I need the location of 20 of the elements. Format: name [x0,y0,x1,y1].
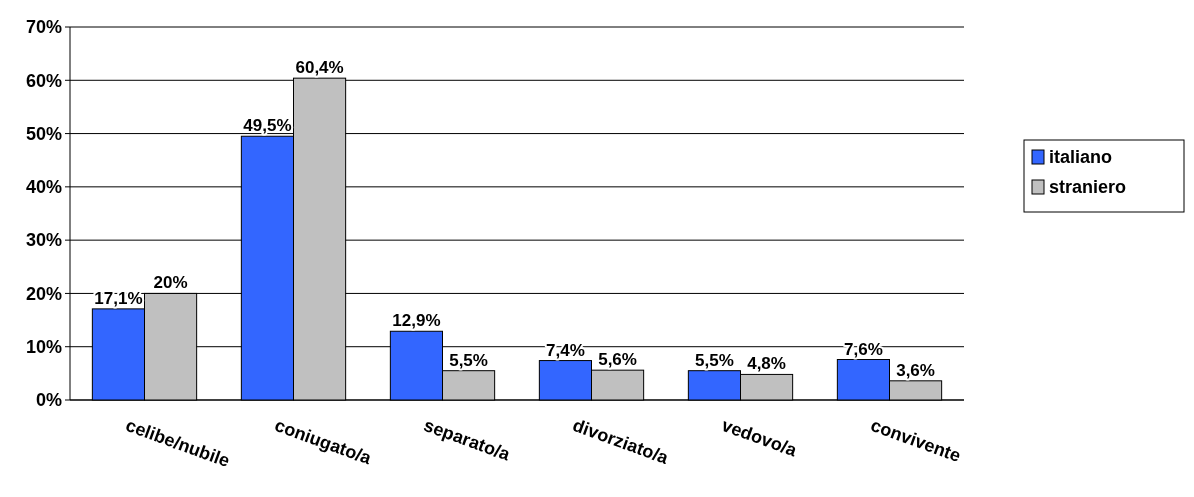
data-label: 4,8% [747,354,786,374]
y-tick-label: 20% [25,283,62,304]
data-label: 20% [153,273,188,293]
y-tick-label: 10% [25,337,62,358]
y-tick-label: 70% [25,17,62,38]
y-tick-label: 0% [35,390,62,411]
legend-label: italiano [1049,147,1113,168]
data-label: 60,4% [295,58,344,78]
data-label: 17,1% [94,288,143,308]
data-label: 5,5% [695,350,734,370]
legend-label: straniero [1049,177,1127,198]
y-tick-label: 60% [25,70,62,91]
y-tick-label: 40% [25,177,62,198]
y-tick-label: 30% [25,230,62,251]
data-label: 49,5% [243,116,292,136]
data-label: 5,5% [449,350,488,370]
data-label: 3,6% [896,360,935,380]
y-tick-label: 50% [25,123,62,144]
data-label: 12,9% [392,311,441,331]
data-label: 5,6% [598,350,637,370]
